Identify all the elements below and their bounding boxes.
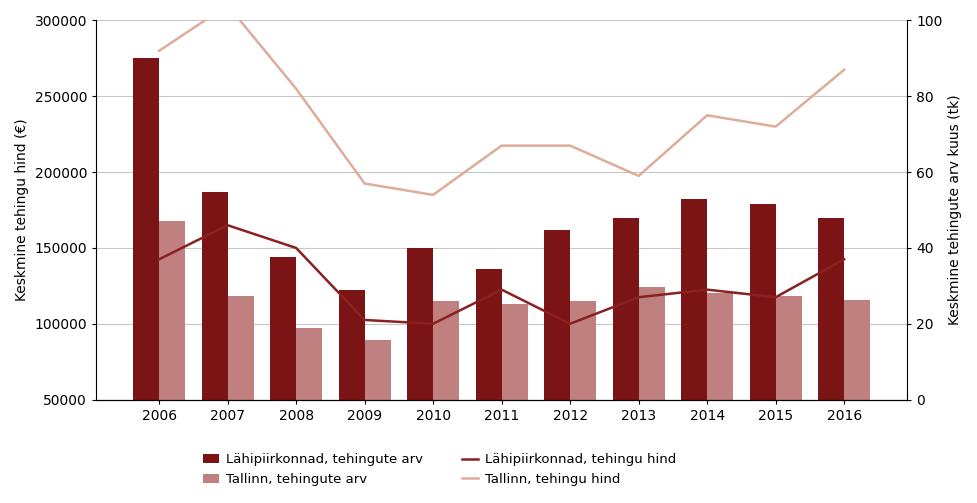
- Lähipiirkonnad, tehingu hind: [153, 257, 165, 263]
- Lähipiirkonnad, tehingu hind: [838, 257, 850, 263]
- Bar: [364, 341, 391, 475]
- Lähipiirkonnad, tehingu hind: [427, 321, 439, 327]
- Tallinn, tehingu hind: [153, 48, 165, 54]
- Bar: [749, 204, 776, 475]
- Bar: [159, 221, 185, 475]
- Bar: [776, 296, 802, 475]
- Lähipiirkonnad, tehingu hind: [495, 287, 507, 293]
- Lähipiirkonnad, tehingu hind: [565, 321, 576, 327]
- Line: Lähipiirkonnad, tehingu hind: Lähipiirkonnad, tehingu hind: [159, 225, 844, 324]
- Bar: [228, 296, 254, 475]
- Lähipiirkonnad, tehingu hind: [701, 287, 713, 293]
- Bar: [133, 58, 159, 475]
- Tallinn, tehingu hind: [838, 67, 850, 73]
- Bar: [407, 248, 433, 475]
- Lähipiirkonnad, tehingu hind: [290, 245, 302, 251]
- Tallinn, tehingu hind: [427, 192, 439, 198]
- Y-axis label: Keskmine tehingu hind (€): Keskmine tehingu hind (€): [15, 119, 29, 301]
- Lähipiirkonnad, tehingu hind: [633, 294, 645, 300]
- Bar: [201, 192, 228, 475]
- Y-axis label: Keskmine tehingute arv kuus (tk): Keskmine tehingute arv kuus (tk): [948, 95, 962, 325]
- Bar: [707, 293, 733, 475]
- Tallinn, tehingu hind: [359, 181, 370, 187]
- Lähipiirkonnad, tehingu hind: [770, 294, 782, 300]
- Bar: [681, 199, 707, 475]
- Tallinn, tehingu hind: [633, 173, 645, 179]
- Bar: [433, 301, 459, 475]
- Tallinn, tehingu hind: [222, 3, 234, 9]
- Tallinn, tehingu hind: [770, 124, 782, 130]
- Bar: [571, 301, 596, 475]
- Bar: [639, 287, 664, 475]
- Bar: [476, 269, 501, 475]
- Legend: Lähipiirkonnad, tehingute arv, Tallinn, tehingute arv, Lähipiirkonnad, tehingu h: Lähipiirkonnad, tehingute arv, Tallinn, …: [198, 448, 681, 491]
- Lähipiirkonnad, tehingu hind: [359, 317, 370, 323]
- Tallinn, tehingu hind: [565, 142, 576, 148]
- Tallinn, tehingu hind: [290, 86, 302, 92]
- Bar: [818, 218, 844, 475]
- Bar: [270, 257, 296, 475]
- Bar: [613, 218, 639, 475]
- Bar: [296, 328, 322, 475]
- Line: Tallinn, tehingu hind: Tallinn, tehingu hind: [159, 6, 844, 195]
- Bar: [501, 304, 528, 475]
- Bar: [844, 299, 871, 475]
- Lähipiirkonnad, tehingu hind: [222, 222, 234, 228]
- Bar: [544, 230, 571, 475]
- Bar: [339, 290, 364, 475]
- Tallinn, tehingu hind: [701, 112, 713, 118]
- Tallinn, tehingu hind: [495, 142, 507, 148]
